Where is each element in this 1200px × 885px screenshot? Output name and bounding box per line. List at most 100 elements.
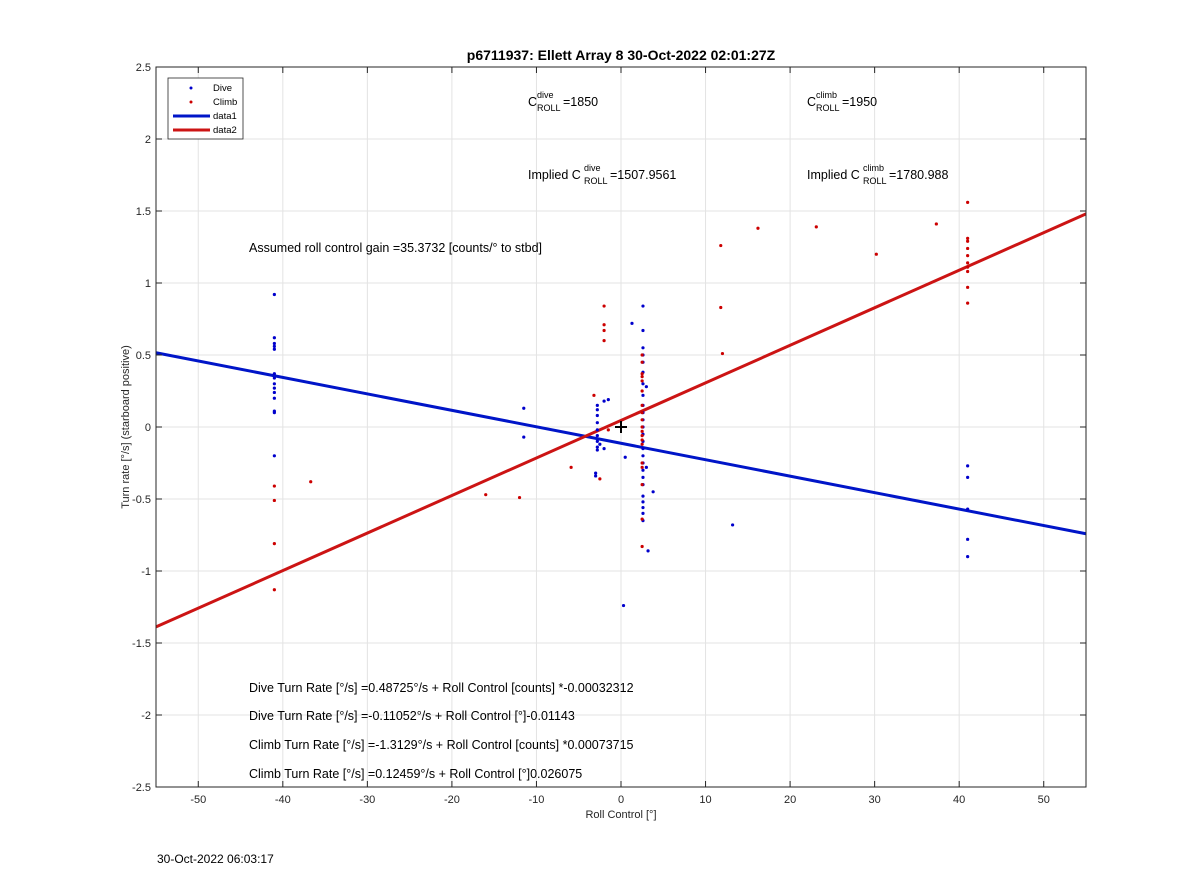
dive-point	[641, 304, 645, 308]
climb-point	[814, 225, 818, 229]
implied-climb-prefix: Implied C	[807, 168, 860, 182]
climb-equation-counts: Climb Turn Rate [°/s] =-1.3129°/s + Roll…	[249, 738, 634, 752]
x-axis-label: Roll Control [°]	[585, 809, 656, 821]
dive-equation-degrees: Dive Turn Rate [°/s] =-0.11052°/s + Roll…	[249, 709, 575, 723]
dive-point	[595, 439, 599, 443]
dive-point	[602, 399, 606, 403]
dive-point	[602, 447, 606, 451]
dive-point	[641, 500, 645, 504]
dive-point	[272, 382, 276, 386]
chart-title: p6711937: Ellett Array 8 30-Oct-2022 02:…	[467, 47, 776, 63]
y-tick-label: 2	[145, 134, 151, 146]
dive-point	[641, 475, 645, 479]
dive-point	[522, 435, 526, 439]
climb-point	[640, 434, 644, 438]
legend-dive-marker	[189, 86, 193, 90]
climb-point	[966, 246, 970, 251]
climb-point	[719, 243, 723, 248]
climb-point	[640, 429, 644, 433]
legend-climb-label: Climb	[213, 97, 237, 108]
gain-annotation: Assumed roll control gain =35.3732 [coun…	[249, 241, 542, 255]
implied-dive-annotation: Implied C dive ROLL =1507.9561	[528, 163, 676, 186]
climb-point	[640, 418, 644, 422]
implied-climb-sup: climb	[863, 163, 884, 173]
x-tick-label: 20	[784, 794, 796, 806]
dive-point	[651, 490, 655, 494]
climb-point	[272, 484, 276, 488]
climb-point	[602, 328, 606, 333]
climb-point	[640, 465, 644, 469]
implied-dive-value: =1507.9561	[610, 168, 676, 182]
climb-point	[640, 461, 644, 465]
climb-point	[606, 428, 610, 432]
c-roll-dive-sup: dive	[537, 90, 554, 100]
climb-point	[874, 252, 878, 256]
legend-data2-label: data2	[213, 125, 237, 136]
dive-point	[644, 465, 648, 469]
y-tick-label: -1	[141, 566, 151, 578]
climb-point	[272, 588, 276, 592]
dive-point	[272, 344, 276, 348]
y-axis-label: Turn rate [°/s] (starboard positive)	[120, 345, 132, 509]
x-tick-label: 10	[699, 794, 711, 806]
y-tick-label: -2.5	[132, 782, 151, 794]
dive-point	[272, 341, 276, 346]
c-roll-dive-value: =1850	[563, 95, 598, 109]
y-tick-label: 2.5	[136, 62, 151, 74]
footer-timestamp: 30-Oct-2022 06:03:17	[157, 852, 274, 866]
dive-point	[641, 506, 645, 510]
dive-point	[595, 428, 599, 432]
dive-point	[272, 390, 276, 395]
climb-point	[640, 425, 644, 429]
x-tick-label: 0	[618, 794, 624, 806]
x-tick-label: -20	[444, 794, 460, 806]
y-tick-label: -0.5	[132, 494, 151, 506]
dive-point	[595, 448, 599, 452]
climb-point	[719, 305, 723, 310]
climb-point	[640, 379, 644, 383]
climb-point	[966, 261, 970, 265]
c-roll-climb-prefix: C	[807, 95, 816, 109]
legend-dive-label: Dive	[213, 83, 232, 94]
legend-climb-marker	[189, 100, 193, 104]
dive-point	[595, 434, 599, 438]
climb-point	[640, 372, 644, 376]
dive-point	[630, 321, 634, 325]
dive-point	[731, 523, 735, 527]
y-tick-label: -1.5	[132, 638, 151, 650]
climb-point	[272, 542, 276, 546]
tick-layer: -50 -40 -30 -20 -10 0 10 20 30 40 50-2.5-2-1.5-1-0…	[132, 62, 1086, 806]
implied-dive-prefix: Implied C	[528, 168, 581, 182]
implied-dive-sub: ROLL	[584, 176, 608, 186]
dive-point	[966, 555, 970, 559]
c-roll-dive-annotation: C dive ROLL =1850	[528, 90, 598, 113]
climb-point	[966, 265, 970, 269]
climb-point	[640, 403, 644, 407]
fit-line-data1	[155, 351, 1087, 536]
dive-point	[595, 408, 599, 412]
climb-point	[934, 222, 938, 226]
climb-point	[640, 360, 644, 364]
climb-point	[640, 544, 644, 549]
climb-point	[640, 375, 644, 379]
c-roll-climb-value: =1950	[842, 95, 877, 109]
climb-point	[756, 226, 760, 230]
dive-point	[594, 474, 598, 478]
implied-climb-annotation: Implied C climb ROLL =1780.988	[807, 163, 948, 186]
climb-point	[569, 465, 573, 469]
climb-equation-degrees: Climb Turn Rate [°/s] =0.12459°/s + Roll…	[249, 767, 582, 781]
x-tick-label: 40	[953, 794, 965, 806]
climb-point	[640, 353, 644, 357]
x-tick-label: -40	[275, 794, 291, 806]
climb-point	[966, 254, 970, 258]
dive-point	[966, 507, 970, 511]
dive-point	[641, 468, 645, 472]
c-roll-climb-annotation: C climb ROLL =1950	[807, 90, 877, 113]
dive-point	[272, 386, 276, 390]
climb-point	[640, 517, 644, 521]
dive-point	[641, 494, 645, 498]
climb-point	[602, 339, 606, 343]
dive-point	[595, 413, 599, 418]
dive-equation-counts: Dive Turn Rate [°/s] =0.48725°/s + Roll …	[249, 681, 634, 695]
